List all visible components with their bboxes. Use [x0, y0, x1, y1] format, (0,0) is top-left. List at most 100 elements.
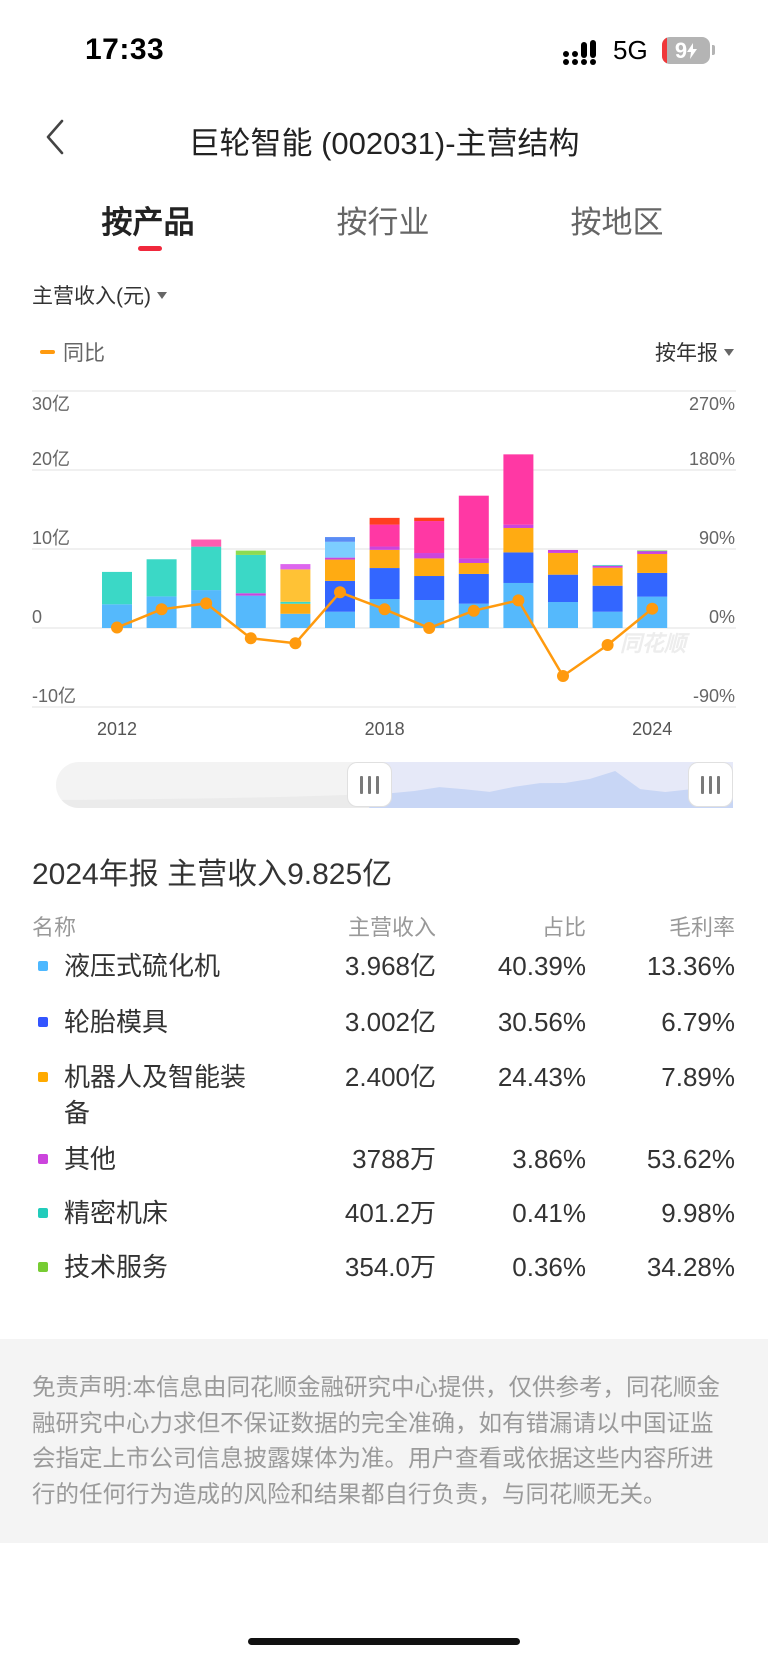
table-row[interactable]: 机器人及智能装备 2.400亿 24.43% 7.89% — [0, 1059, 768, 1131]
bar-segment-robot[interactable] — [458, 562, 489, 574]
bar-segment-other[interactable] — [369, 546, 400, 550]
tab-by-industry[interactable]: 按行业 — [336, 205, 430, 240]
series-color-swatch — [38, 1017, 48, 1027]
bar-segment-robot[interactable] — [369, 549, 400, 569]
back-button[interactable] — [40, 118, 74, 156]
bar-segment-robot[interactable] — [548, 552, 578, 575]
bar-segment-robot[interactable] — [592, 567, 623, 586]
table-row[interactable]: 轮胎模具 3.002亿 30.56% 6.79% — [0, 1004, 768, 1040]
battery-tip — [712, 45, 715, 55]
bar-segment-u_red[interactable] — [414, 517, 445, 522]
table-row[interactable]: 液压式硫化机 3.968亿 40.39% 13.36% — [0, 948, 768, 984]
bar-segment-u_pink[interactable] — [458, 495, 489, 559]
bar-segment-u_pink[interactable] — [369, 524, 400, 547]
yoy-point[interactable] — [512, 594, 525, 607]
range-slider-end-handle[interactable] — [688, 762, 733, 807]
home-indicator[interactable] — [248, 1638, 520, 1645]
bar-segment-hydraulic[interactable] — [280, 613, 311, 628]
bar-stack-2016[interactable] — [280, 564, 311, 628]
bar-stack-2017[interactable] — [325, 537, 355, 628]
bar-stack-2023[interactable] — [592, 564, 623, 628]
battery-icon: 9 — [662, 37, 710, 64]
table-row[interactable]: 技术服务 354.0万 0.36% 34.28% — [0, 1249, 768, 1285]
yoy-point[interactable] — [289, 637, 302, 650]
yoy-line — [111, 586, 659, 683]
bar-segment-u_pink[interactable] — [503, 454, 534, 525]
yoy-point[interactable] — [111, 621, 123, 634]
bar-segment-machine[interactable] — [191, 546, 222, 591]
yoy-point[interactable] — [244, 632, 257, 645]
metric-dropdown[interactable]: 主营收入(元) — [32, 280, 167, 310]
revenue-structure-chart[interactable]: 同花顺 30亿 20亿 10亿 0 -10亿 270% 180% 90% 0% -90% 2012 2… — [0, 370, 768, 750]
bar-segment-robot[interactable] — [503, 527, 534, 553]
bar-segment-other[interactable] — [235, 593, 266, 596]
bar-segment-other[interactable] — [637, 550, 668, 554]
bar-segment-mold[interactable] — [503, 552, 534, 583]
bar-segment-machine[interactable] — [102, 571, 132, 605]
bar-segment-robot[interactable] — [280, 603, 311, 614]
yoy-point[interactable] — [155, 603, 168, 616]
product-share: 24.43% — [497, 1062, 586, 1092]
yoy-point[interactable] — [646, 602, 659, 615]
bar-segment-u_red[interactable] — [369, 517, 400, 525]
bar-segment-robot[interactable] — [637, 553, 668, 573]
bar-stack-2024[interactable] — [637, 550, 668, 628]
range-slider-track[interactable] — [56, 762, 733, 808]
bar-segment-mold[interactable] — [414, 576, 445, 601]
tab-by-region[interactable]: 按地区 — [570, 205, 664, 240]
table-row[interactable]: 其他 3788万 3.86% 53.62% — [0, 1141, 768, 1177]
bar-segment-machine[interactable] — [280, 601, 311, 604]
bar-stack-2019[interactable] — [414, 517, 445, 628]
bar-segment-u_violet[interactable] — [280, 564, 311, 570]
bar-segment-robot[interactable] — [414, 558, 445, 577]
bar-stack-2013[interactable] — [146, 559, 177, 628]
bar-segment-machine[interactable] — [235, 554, 266, 594]
column-header-share: 占比 — [541, 915, 586, 940]
bar-segment-other[interactable] — [503, 524, 534, 528]
range-slider-start-handle[interactable] — [346, 762, 392, 807]
bar-segment-mold[interactable] — [592, 585, 623, 612]
yoy-point[interactable] — [467, 604, 480, 617]
bar-segment-hydraulic[interactable] — [592, 611, 623, 628]
bar-segment-hydraulic[interactable] — [548, 602, 578, 628]
yoy-point[interactable] — [601, 639, 614, 652]
bar-segment-mold[interactable] — [369, 568, 400, 600]
bar-segment-service[interactable] — [235, 550, 266, 555]
bar-segment-u_pink[interactable] — [414, 521, 445, 554]
yoy-point[interactable] — [200, 597, 213, 610]
bar-segment-other[interactable] — [414, 553, 445, 559]
bar-segment-mold[interactable] — [637, 572, 668, 597]
bar-segment-hydraulic[interactable] — [102, 604, 132, 628]
yoy-point[interactable] — [378, 603, 391, 616]
bar-segment-other[interactable] — [592, 565, 623, 568]
bar-segment-other[interactable] — [325, 557, 355, 560]
bar-segment-hydraulic[interactable] — [235, 595, 266, 628]
bar-segment-u_rose[interactable] — [191, 539, 222, 547]
bar-segment-hydraulic[interactable] — [325, 611, 355, 628]
bar-segment-mold[interactable] — [458, 573, 489, 604]
bar-segment-mold[interactable] — [548, 574, 578, 603]
bar-segment-service[interactable] — [637, 550, 668, 551]
bar-stack-2022[interactable] — [548, 549, 578, 628]
bar-segment-u_cap[interactable] — [325, 537, 355, 542]
table-row[interactable]: 精密机床 401.2万 0.41% 9.98% — [0, 1195, 768, 1231]
bar-stack-2015[interactable] — [235, 550, 266, 628]
bar-segment-machine[interactable] — [592, 564, 623, 566]
product-name: 精密机床 — [64, 1198, 169, 1228]
range-slider-preview-area-unselected — [56, 794, 370, 808]
bar-segment-machine[interactable] — [146, 559, 177, 597]
x-axis-tick-label: 2018 — [365, 719, 405, 739]
period-dropdown[interactable]: 按年报 — [655, 337, 734, 367]
bar-segment-u_yellow[interactable] — [280, 569, 311, 602]
bar-segment-u_sky[interactable] — [325, 541, 355, 558]
tab-by-product[interactable]: 按产品 — [101, 205, 195, 240]
yoy-point[interactable] — [334, 586, 346, 599]
bar-segment-robot[interactable] — [325, 559, 355, 581]
bar-segment-other[interactable] — [458, 558, 489, 563]
y-axis-left-tick-label: 0 — [32, 607, 42, 627]
yoy-point[interactable] — [557, 670, 569, 683]
yoy-point[interactable] — [423, 622, 436, 634]
bar-segment-other[interactable] — [548, 549, 578, 553]
bar-stack-2012[interactable] — [102, 571, 132, 628]
bar-stack-2014[interactable] — [191, 539, 222, 628]
